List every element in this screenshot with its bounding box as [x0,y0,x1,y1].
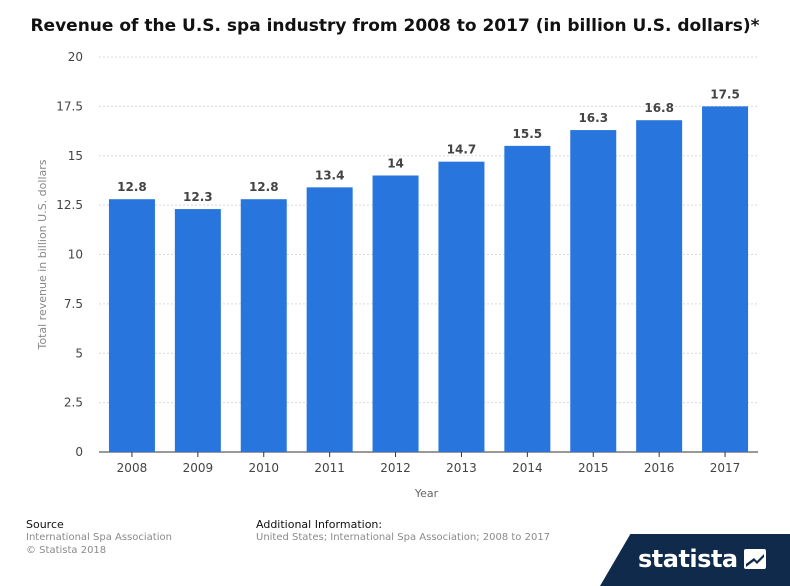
x-tick-label-2013: 2013 [446,461,477,475]
additional-info-text: United States; International Spa Associa… [256,532,551,543]
data-label-2012: 14 [387,157,404,171]
bar-2012 [372,175,419,452]
y-tick-label: 17.5 [56,99,83,113]
x-tick-label-2014: 2014 [512,461,543,475]
x-tick-label-2017: 2017 [710,461,741,475]
statista-logo-text[interactable]: statista [638,545,738,573]
bar-2017 [702,106,749,452]
bar-2011 [306,187,353,452]
additional-info-block: Additional Information: United States; I… [256,518,550,544]
x-tick-label-2015: 2015 [578,461,609,475]
statista-logo-icon [744,549,766,569]
source-block: Source International Spa Association © S… [26,518,172,557]
bar-2008 [108,199,155,452]
data-label-2014: 15.5 [513,127,543,141]
y-tick-label: 10 [68,248,83,262]
x-axis-title: Year [414,487,439,500]
x-tick-label-2012: 2012 [380,461,411,475]
x-tick-label-2016: 2016 [644,461,675,475]
bar-2013 [438,161,485,453]
bar-2014 [504,145,551,452]
chart-title: Revenue of the U.S. spa industry from 20… [30,16,760,36]
bar-2009 [174,209,221,452]
x-tick-label-2008: 2008 [117,461,148,475]
source-line: International Spa Association [26,532,172,543]
data-label-2017: 17.5 [710,87,740,101]
y-tick-label: 7.5 [64,297,83,311]
data-label-2016: 16.8 [644,101,674,115]
y-tick-label: 5 [75,346,83,360]
x-tick-label-2009: 2009 [183,461,214,475]
y-tick-label: 2.5 [64,396,83,410]
source-heading: Source [26,518,64,531]
x-tick-label-2010: 2010 [248,461,279,475]
data-label-2011: 13.4 [315,168,345,182]
data-label-2010: 12.8 [249,180,279,194]
y-tick-label: 0 [75,445,83,459]
bar-2010 [240,199,287,452]
additional-info-heading: Additional Information: [256,518,383,531]
x-tick-label-2011: 2011 [314,461,345,475]
y-tick-label: 20 [68,50,83,64]
bar-2015 [570,130,617,452]
bar-chart: 0 2.5 5 7.5 10 12.5 15 17.5 20 12.8 2008 12.3 2009 12… [36,50,758,500]
bar-2016 [636,120,683,452]
data-label-2015: 16.3 [578,111,608,125]
data-label-2008: 12.8 [117,180,147,194]
data-label-2013: 14.7 [447,143,477,157]
data-label-2009: 12.3 [183,190,213,204]
copyright-line: © Statista 2018 [26,545,107,556]
y-axis-title: Total revenue in billion U.S. dollars [36,159,49,350]
y-tick-label: 15 [68,149,83,163]
y-tick-label: 12.5 [56,198,83,212]
